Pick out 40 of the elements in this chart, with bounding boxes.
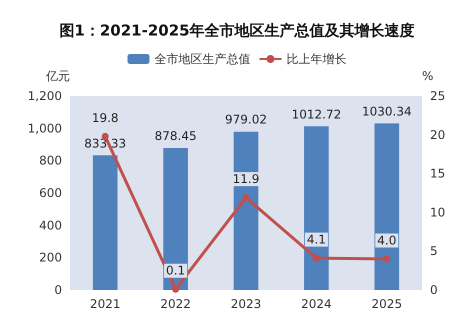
data-label: 0.1 — [166, 264, 186, 278]
y2-tick-label: 0 — [430, 283, 438, 297]
data-label: 878.45 — [154, 128, 197, 143]
y-axis-title: 亿元 — [45, 69, 70, 83]
y-tick-label: 1,000 — [28, 121, 62, 136]
y2-tick-label: 25 — [430, 89, 446, 103]
y-tick-label: 600 — [39, 186, 62, 200]
data-label: 1030.34 — [362, 104, 412, 118]
data-label: 4.0 — [377, 233, 396, 248]
y-tick-label: 400 — [39, 218, 62, 232]
y2-tick-label: 20 — [430, 128, 446, 142]
point — [172, 286, 180, 293]
x-tick-label: 2021 — [90, 297, 120, 311]
y-tick-label: 1,200 — [28, 89, 62, 103]
legend-label: 全市地区生产总值 — [154, 52, 250, 66]
data-label: 4.1 — [306, 232, 326, 247]
point — [242, 194, 250, 202]
bar — [92, 155, 118, 290]
data-label: 1012.72 — [292, 107, 342, 122]
point — [312, 254, 320, 262]
bar — [304, 126, 329, 290]
bar — [163, 148, 188, 290]
point — [383, 255, 390, 262]
y-tick-label: 0 — [54, 283, 62, 297]
x-tick-label: 2023 — [230, 297, 262, 311]
y2-axis-title: % — [422, 69, 434, 83]
x-tick-label: 2022 — [160, 297, 191, 311]
y2-tick-label: 5 — [430, 244, 438, 258]
bar — [374, 123, 400, 290]
y2-tick-label: 15 — [430, 166, 446, 181]
y2-tick-label: 10 — [430, 205, 446, 220]
x-tick-label: 2025 — [372, 297, 402, 311]
data-label: 979.02 — [225, 112, 267, 127]
legend-label: 比上年增长 — [286, 52, 346, 66]
data-label: 11.9 — [232, 172, 260, 186]
data-label: 19.8 — [92, 110, 119, 125]
y-tick-label: 800 — [39, 154, 62, 168]
x-tick-label: 2024 — [301, 297, 332, 311]
chart-title: 图1：2021-2025年全市地区生产总值及其增长速度 — [59, 22, 415, 40]
y-tick-label: 200 — [39, 250, 62, 265]
